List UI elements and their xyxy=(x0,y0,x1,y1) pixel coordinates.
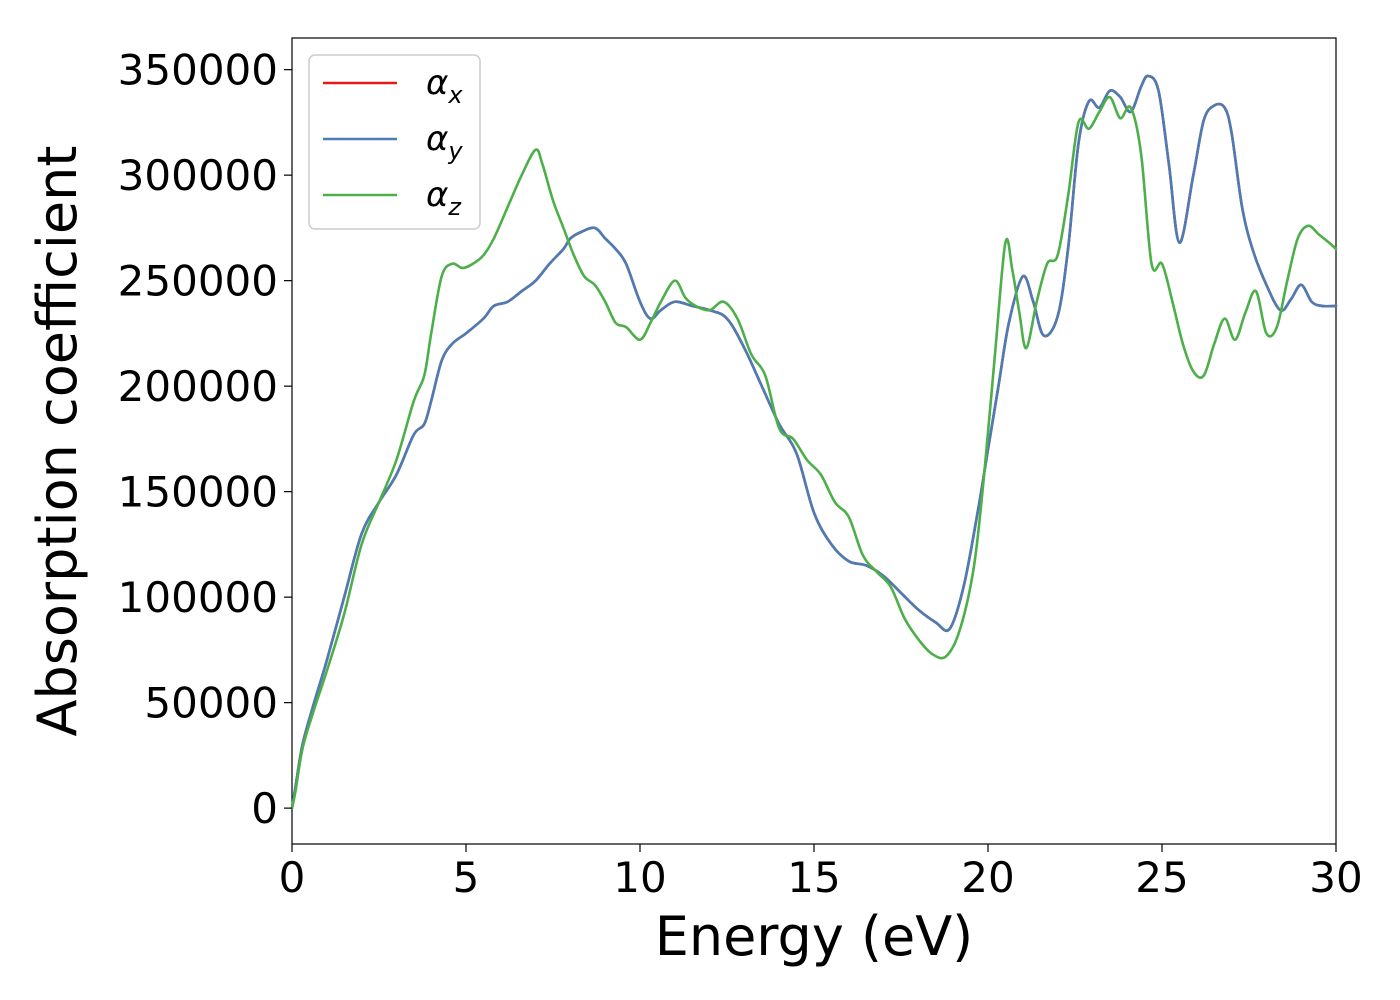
x-tick-label: 10 xyxy=(613,853,666,902)
legend-items: αx αy αz xyxy=(323,63,463,221)
series-layer xyxy=(290,74,1338,810)
x-tick-label: 20 xyxy=(961,853,1014,902)
y-tick-label: 50000 xyxy=(144,679,278,728)
x-tick-label: 5 xyxy=(453,853,480,902)
y-tick-label: 250000 xyxy=(118,257,278,306)
series-line-z xyxy=(290,95,1338,810)
series-line-y xyxy=(290,74,1338,810)
legend-box xyxy=(308,54,481,230)
y-axis-title: Absorption coefficient xyxy=(26,146,89,737)
x-tick-label: 0 xyxy=(279,853,306,902)
y-tick-label: 100000 xyxy=(118,573,278,622)
y-tick-label: 300000 xyxy=(118,151,278,200)
legend-label-x: αx xyxy=(426,63,463,109)
y-tick-label: 0 xyxy=(251,784,278,833)
x-tick-label: 15 xyxy=(787,853,840,902)
x-tick-label: 30 xyxy=(1309,853,1362,902)
x-tick-label: 25 xyxy=(1135,853,1188,902)
y-tick-label: 150000 xyxy=(118,468,278,517)
y-tick-label: 350000 xyxy=(118,46,278,95)
y-axis-ticks: 0 50000 100000 150000 200000 250000 300000 3500… xyxy=(118,46,292,833)
y-tick-label: 200000 xyxy=(118,362,278,411)
legend-label-y: αy xyxy=(426,119,463,165)
legend: αx αy αz xyxy=(308,54,481,230)
legend-label-z: αz xyxy=(426,175,462,221)
x-axis-title: Energy (eV) xyxy=(655,905,974,968)
x-axis-ticks: 0 5 10 15 20 25 30 xyxy=(279,844,1363,902)
